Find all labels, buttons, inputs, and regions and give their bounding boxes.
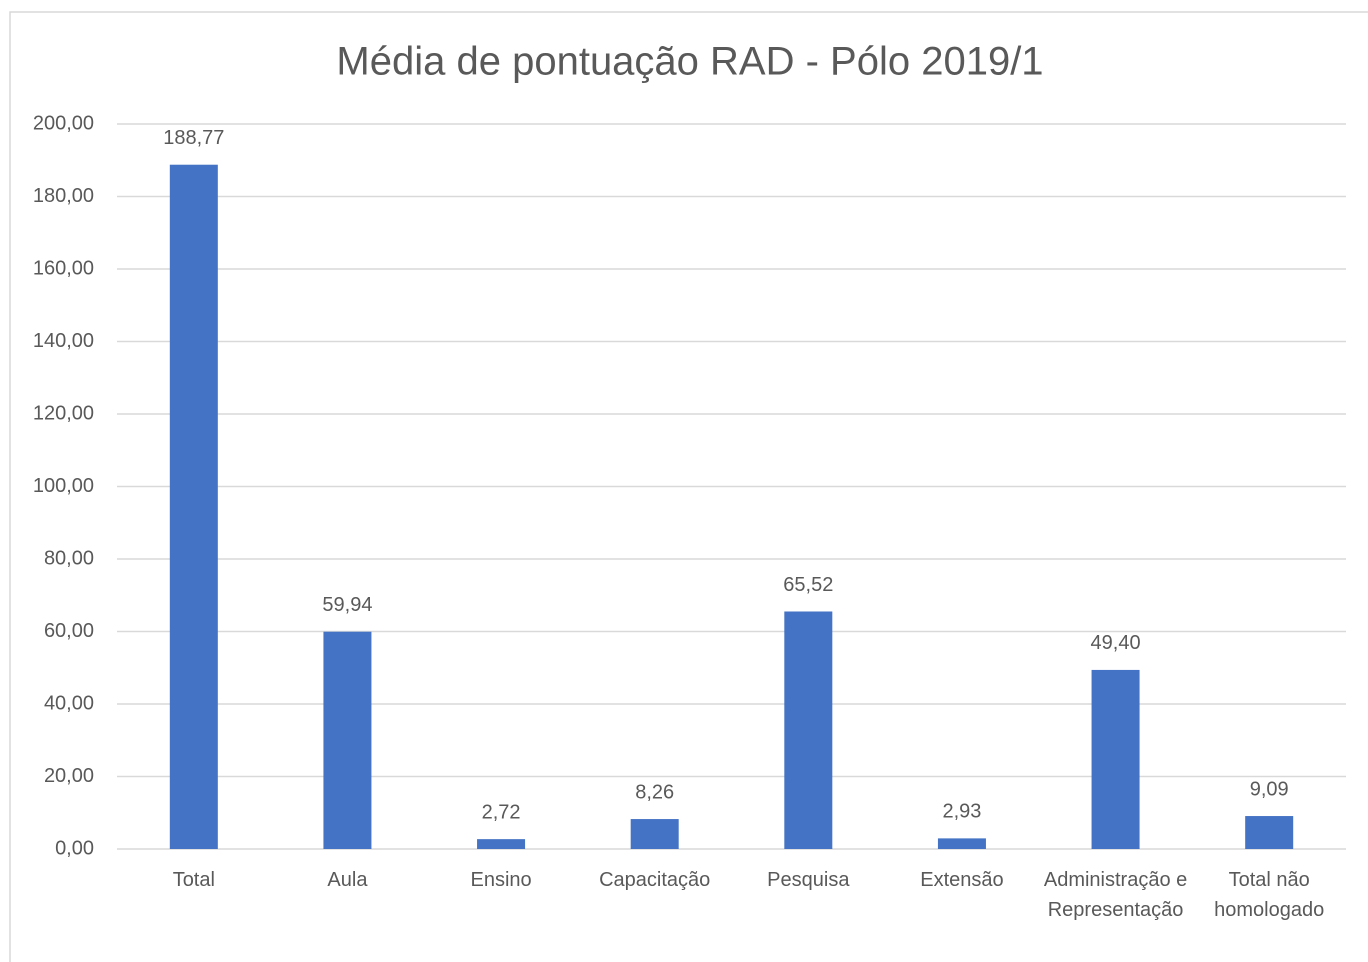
y-tick-label: 200,00 bbox=[33, 112, 94, 134]
data-label: 8,26 bbox=[635, 781, 674, 803]
y-tick-label: 80,00 bbox=[44, 547, 94, 569]
bar bbox=[784, 611, 833, 849]
y-tick-label: 60,00 bbox=[44, 620, 94, 642]
bar bbox=[630, 819, 679, 849]
bar bbox=[323, 631, 372, 849]
data-label: 188,77 bbox=[163, 127, 224, 149]
data-label: 65,52 bbox=[783, 574, 833, 596]
y-tick-label: 100,00 bbox=[33, 475, 94, 497]
x-tick-label: Total bbox=[172, 869, 215, 891]
bar bbox=[477, 839, 526, 849]
data-label: 49,40 bbox=[1091, 632, 1141, 654]
bar bbox=[1245, 816, 1294, 849]
data-label: 2,93 bbox=[942, 801, 981, 823]
bar bbox=[1091, 669, 1140, 849]
x-tick-label: Pesquisa bbox=[767, 869, 850, 891]
x-tick-label: Aula bbox=[327, 869, 368, 891]
chart-border bbox=[9, 11, 1368, 962]
y-tick-label: 140,00 bbox=[33, 330, 94, 352]
x-tick-label: Administração e Representação bbox=[1043, 869, 1188, 921]
x-tick-label: Ensino bbox=[470, 869, 532, 891]
data-label: 9,09 bbox=[1250, 778, 1289, 800]
y-tick-label: 160,00 bbox=[33, 257, 94, 279]
x-tick-label: Extensão bbox=[920, 869, 1004, 891]
y-tick-label: 0,00 bbox=[55, 837, 94, 859]
y-tick-label: 180,00 bbox=[33, 185, 94, 207]
y-tick-label: 120,00 bbox=[33, 402, 94, 424]
y-tick-label: 20,00 bbox=[44, 765, 94, 787]
bar bbox=[169, 164, 218, 850]
y-tick-label: 40,00 bbox=[44, 692, 94, 714]
data-label: 59,94 bbox=[322, 594, 372, 616]
bar bbox=[937, 838, 986, 849]
x-tick-label: Total não homologado bbox=[1214, 869, 1325, 921]
x-tick-label: Capacitação bbox=[599, 869, 711, 891]
chart-title: Média de pontuação RAD - Pólo 2019/1 bbox=[336, 40, 1043, 84]
data-label: 2,72 bbox=[482, 801, 521, 823]
